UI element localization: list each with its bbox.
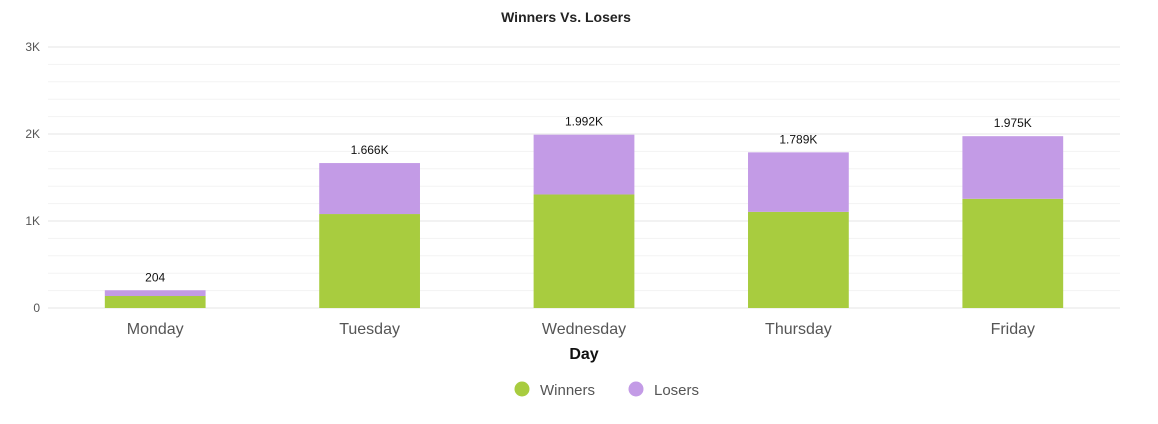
- y-tick-label: 2K: [25, 127, 40, 141]
- legend-item-losers[interactable]: Losers: [628, 381, 700, 400]
- legend-item-winners[interactable]: Winners: [514, 381, 596, 400]
- total-data-label: 204: [145, 270, 165, 284]
- bar-losers-monday[interactable]: [104, 290, 206, 296]
- x-axis-ticks: Monday Tuesday Wednesday Thursday Friday: [127, 321, 1035, 338]
- x-tick-label: Friday: [991, 321, 1035, 338]
- legend-label: Losers: [654, 382, 699, 399]
- y-tick-label: 1K: [25, 214, 40, 228]
- y-tick-label: 0: [33, 301, 40, 315]
- legend-label: Winners: [540, 382, 595, 399]
- bars: [104, 134, 1064, 308]
- bar-winners-wednesday[interactable]: [533, 194, 635, 308]
- bar-losers-friday[interactable]: [962, 136, 1064, 199]
- x-tick-label: Thursday: [765, 321, 832, 338]
- total-data-label: 1.666K: [351, 143, 389, 157]
- bar-losers-thursday[interactable]: [748, 152, 849, 212]
- legend-marker: [628, 381, 644, 397]
- x-tick-label: Tuesday: [339, 321, 400, 338]
- x-tick-label: Monday: [127, 321, 184, 338]
- data-labels: 204 1.666K 1.992K 1.789K 1.975K: [145, 115, 1032, 285]
- x-axis-title: Day: [569, 346, 598, 363]
- bar-winners-friday[interactable]: [962, 198, 1064, 308]
- total-data-label: 1.992K: [565, 115, 603, 129]
- y-axis-ticks: 0 1K 2K 3K: [25, 40, 40, 315]
- x-tick-label: Wednesday: [542, 321, 626, 338]
- bar-winners-monday[interactable]: [104, 295, 206, 308]
- total-data-label: 1.975K: [994, 116, 1032, 130]
- bar-winners-thursday[interactable]: [748, 211, 849, 308]
- legend: Winners Losers: [514, 381, 700, 400]
- bar-winners-tuesday[interactable]: [319, 214, 420, 308]
- legend-marker: [514, 381, 530, 397]
- chart-title: Winners Vs. Losers: [501, 9, 631, 25]
- total-data-label: 1.789K: [779, 132, 817, 146]
- bar-losers-tuesday[interactable]: [319, 163, 420, 215]
- y-tick-label: 3K: [25, 40, 40, 54]
- bar-losers-wednesday[interactable]: [533, 134, 635, 195]
